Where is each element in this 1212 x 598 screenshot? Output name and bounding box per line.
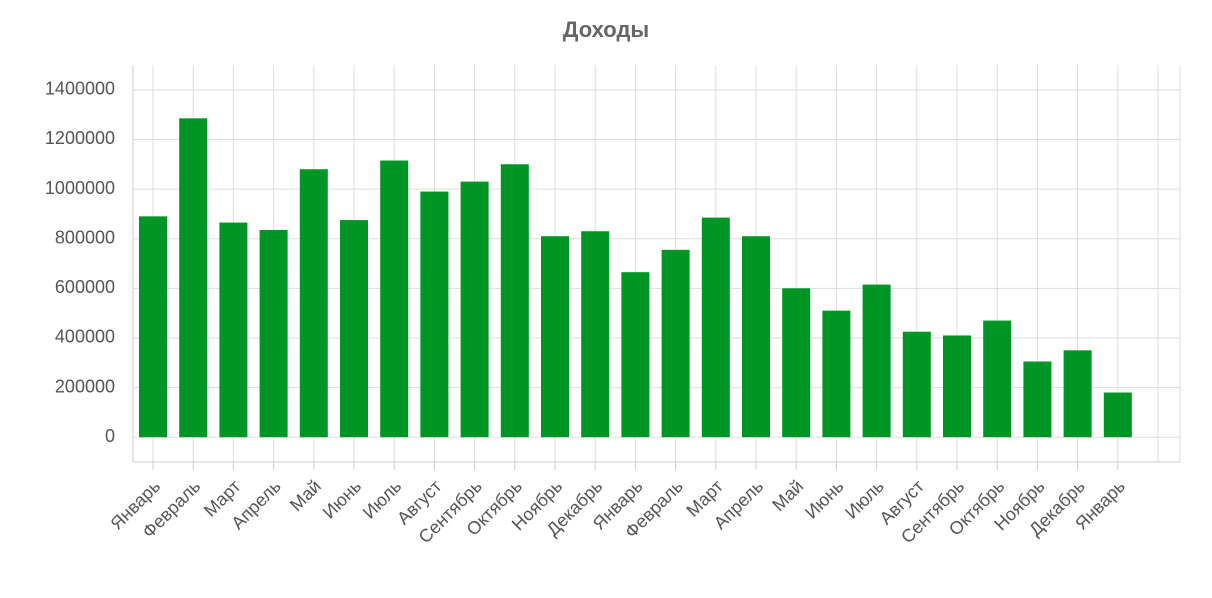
bar [420,191,449,438]
x-tick-label: Июнь [801,476,848,523]
bar [139,216,167,438]
bar [822,310,851,438]
bar [1063,350,1092,438]
bar [541,236,569,438]
y-tick-label: 600000 [55,277,115,297]
bar [259,230,288,438]
y-tick-label: 1000000 [45,178,115,198]
bar [983,320,1012,438]
x-tick-label: Июнь [319,476,366,523]
y-tick-label: 1200000 [45,128,115,148]
y-tick-label: 400000 [55,327,115,347]
bar [1103,392,1132,438]
bar [862,284,891,438]
bar [1023,361,1052,438]
y-tick-label: 800000 [55,227,115,247]
bar [380,160,409,438]
bar [219,222,248,438]
bar [179,118,208,438]
bar [701,217,730,438]
bar [340,220,368,438]
bar [661,249,690,438]
bar [902,331,931,438]
bar [299,169,328,438]
bar [943,335,971,438]
bar [621,272,650,438]
y-tick-label: 0 [105,426,115,446]
y-tick-label: 200000 [55,376,115,396]
bar [782,288,811,438]
bar [581,231,610,438]
bar [460,181,489,438]
bar [500,164,529,438]
y-tick-label: 1400000 [45,79,115,99]
chart-title: Доходы [563,17,649,42]
bar [742,236,770,438]
